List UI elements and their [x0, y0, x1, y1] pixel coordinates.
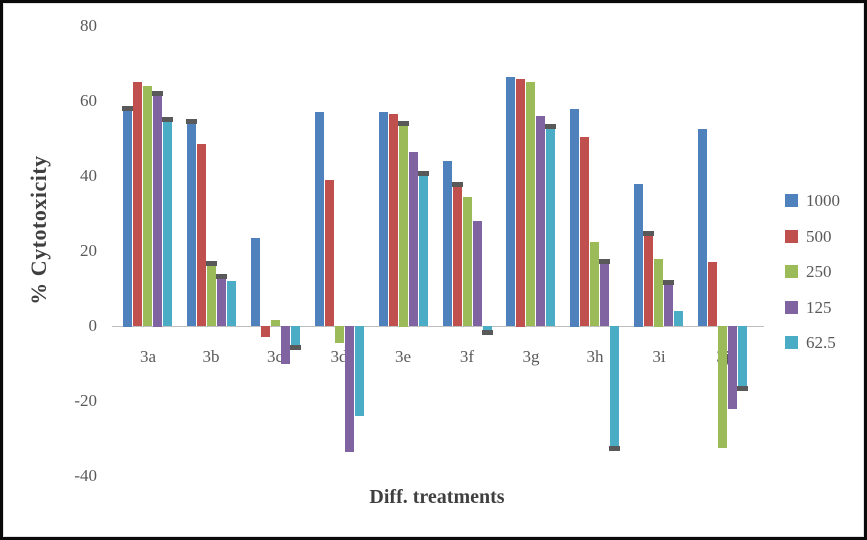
x-tick-label-3f: 3f	[459, 347, 475, 366]
bar-62.5-3i	[674, 311, 683, 326]
bar-125-3f	[473, 221, 482, 326]
error-cap-125-3i	[663, 280, 674, 285]
bar-1000-3b	[187, 122, 196, 326]
y-tick-label: 60	[80, 91, 97, 110]
bar-250-3b	[207, 264, 216, 326]
bar-125-3c	[281, 326, 290, 364]
x-tick-label-3i: 3i	[652, 347, 666, 366]
bar-500-3a	[133, 82, 142, 326]
y-tick-label: -20	[74, 391, 97, 410]
bar-125-3e	[409, 152, 418, 326]
bar-1000-3f	[443, 161, 452, 326]
error-cap-125-3h	[599, 259, 610, 264]
bar-500-3f	[453, 185, 462, 326]
bar-250-3f	[463, 197, 472, 326]
bar-250-3g	[526, 82, 535, 326]
error-cap-1000-3b	[186, 119, 197, 124]
bar-250-3a	[143, 86, 152, 326]
error-cap-500-3i	[643, 231, 654, 236]
bar-62.5-3a	[163, 120, 172, 326]
bar-125-3j	[728, 326, 737, 409]
y-tick-label: 0	[88, 316, 98, 335]
legend-label: 62.5	[806, 333, 836, 352]
legend-swatch-icon	[785, 336, 798, 349]
bar-500-3j	[708, 262, 717, 326]
error-cap-62.5-3j	[737, 386, 748, 391]
legend-swatch-icon	[785, 230, 798, 243]
legend-label: 250	[806, 262, 832, 281]
bar-250-3i	[654, 259, 663, 327]
x-tick-label-3c: 3c	[266, 347, 284, 366]
bar-500-3g	[516, 79, 525, 327]
legend-label: 125	[806, 298, 832, 317]
error-cap-62.5-3f	[482, 330, 493, 335]
error-cap-250-3b	[206, 261, 217, 266]
error-cap-62.5-3g	[545, 124, 556, 129]
error-cap-62.5-3a	[162, 117, 173, 122]
bar-125-3b	[217, 277, 226, 326]
bar-500-3d	[325, 180, 334, 326]
error-cap-62.5-3h	[609, 446, 620, 451]
bar-500-3c	[261, 326, 270, 337]
bar-125-3i	[664, 283, 673, 326]
bar-250-3e	[399, 124, 408, 327]
x-axis-line	[112, 326, 764, 327]
bar-62.5-3g	[546, 127, 555, 326]
bar-62.5-3b	[227, 281, 236, 326]
y-tick-label: 80	[80, 16, 97, 35]
x-tick-label-3b: 3b	[202, 347, 220, 366]
bar-1000-3e	[379, 112, 388, 326]
y-tick-label: 40	[80, 166, 97, 185]
error-cap-62.5-3c	[290, 345, 301, 350]
bar-62.5-3h	[610, 326, 619, 448]
x-tick-label-3d: 3d	[330, 347, 348, 366]
bar-1000-3j	[698, 129, 707, 326]
bar-125-3g	[536, 116, 545, 326]
error-cap-62.5-3e	[418, 171, 429, 176]
bar-250-3h	[590, 242, 599, 326]
legend-label: 500	[806, 227, 832, 246]
bar-1000-3g	[506, 77, 515, 326]
y-tick-label: -40	[74, 466, 97, 485]
bar-1000-3i	[634, 184, 643, 327]
x-tick-label-3e: 3e	[394, 347, 412, 366]
error-cap-125-3a	[152, 91, 163, 96]
error-cap-1000-3a	[122, 106, 133, 111]
error-cap-500-3f	[452, 182, 463, 187]
bar-500-3h	[580, 137, 589, 326]
bar-62.5-3j	[738, 326, 747, 388]
bar-125-3a	[153, 94, 162, 327]
bar-1000-3d	[315, 112, 324, 326]
y-tick-label: 20	[80, 241, 97, 260]
bar-1000-3h	[570, 109, 579, 327]
bar-1000-3c	[251, 238, 260, 326]
error-cap-125-3b	[216, 274, 227, 279]
bar-62.5-3f	[483, 326, 492, 332]
error-cap-250-3e	[398, 121, 409, 126]
bar-500-3e	[389, 114, 398, 326]
legend-swatch-icon	[785, 194, 798, 207]
bar-62.5-3c	[291, 326, 300, 347]
x-tick-label-3h: 3h	[586, 347, 604, 366]
bar-62.5-3d	[355, 326, 364, 416]
bar-500-3b	[197, 144, 206, 326]
x-tick-label-3a: 3a	[139, 347, 157, 366]
bar-125-3d	[345, 326, 354, 452]
legend-swatch-icon	[785, 265, 798, 278]
bar-250-3d	[335, 326, 344, 343]
bar-250-3c	[271, 320, 280, 326]
bar-250-3j	[718, 326, 727, 448]
bar-62.5-3e	[419, 174, 428, 326]
x-tick-label-3g: 3g	[522, 347, 540, 366]
bar-500-3i	[644, 234, 653, 326]
legend-swatch-icon	[785, 301, 798, 314]
x-axis-title: Diff. treatments	[369, 486, 505, 508]
bar-125-3h	[600, 262, 609, 326]
bar-1000-3a	[123, 109, 132, 327]
legend-label: 1000	[806, 191, 840, 210]
